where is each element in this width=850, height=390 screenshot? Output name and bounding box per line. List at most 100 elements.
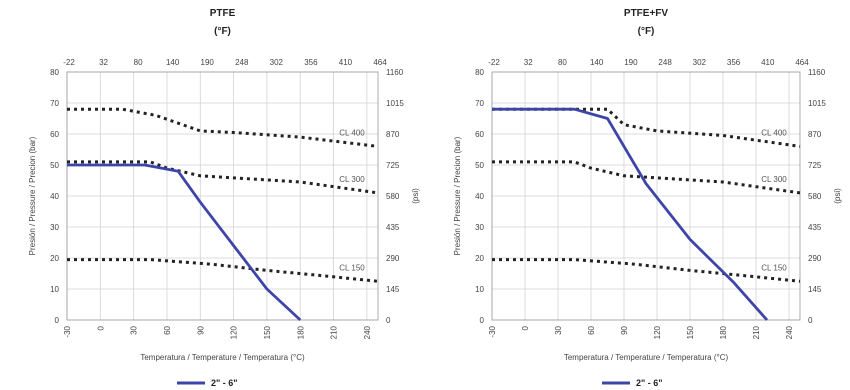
x2-tick-label: 356	[304, 58, 318, 67]
x-tick-label: -30	[63, 325, 72, 337]
series-line-cl-400	[67, 107, 379, 148]
chart-title: PTFE	[210, 8, 236, 19]
y2-tick-label: 1160	[386, 68, 404, 77]
plot-frame	[66, 71, 379, 321]
x-tick-label: 30	[554, 325, 563, 334]
y2-tick-label: 1015	[386, 99, 404, 108]
legend-label: 2" - 6"	[211, 378, 238, 388]
y2-tick-label: 580	[808, 192, 822, 201]
y-tick-label: 10	[475, 285, 484, 294]
x-tick-label: 180	[296, 325, 305, 339]
x2-tick-label: 248	[658, 58, 672, 67]
series-line-2-6-	[492, 107, 769, 321]
series-line-2-6-	[67, 163, 302, 322]
x-tick-label: 240	[363, 325, 372, 339]
series-line-cl-400	[492, 107, 801, 148]
y2-tick-label: 145	[808, 285, 822, 294]
y-tick-label: 80	[50, 68, 59, 77]
y-tick-label: 30	[475, 223, 484, 232]
x-tick-label: 150	[686, 325, 695, 339]
chart-subtitle: (°F)	[214, 26, 231, 37]
y2-tick-label: 0	[808, 316, 813, 325]
x-tick-label: 240	[785, 325, 794, 339]
x-tick-label: 150	[263, 325, 272, 339]
x2-tick-label: 464	[373, 58, 387, 67]
y-axis-label: Presión / Pressure / Precion (bar)	[28, 136, 37, 255]
x-axis-label: Temperatura / Temperature / Temperatura …	[564, 353, 729, 362]
x-tick-label: 120	[230, 325, 239, 339]
x2-tick-label: 32	[99, 58, 108, 67]
y2-tick-label: 290	[386, 254, 400, 263]
x2-tick-label: 80	[134, 58, 143, 67]
y-tick-label: 40	[475, 192, 484, 201]
y2-tick-label: 580	[386, 192, 400, 201]
x2-tick-label: -22	[63, 58, 75, 67]
x-tick-label: 60	[163, 325, 172, 334]
y2-tick-label: 1015	[808, 99, 826, 108]
x2-tick-label: 140	[590, 58, 604, 67]
y-tick-label: 50	[475, 161, 484, 170]
y-tick-label: 10	[50, 285, 59, 294]
x-tick-label: 60	[587, 325, 596, 334]
x-tick-label: 180	[719, 325, 728, 339]
chart-subtitle: (°F)	[638, 26, 655, 37]
x2-tick-label: 248	[235, 58, 249, 67]
y-tick-label: 60	[475, 130, 484, 139]
y-tick-label: 70	[475, 99, 484, 108]
y2-tick-label: 870	[808, 130, 822, 139]
x2-tick-label: 140	[166, 58, 180, 67]
x-tick-label: 0	[521, 325, 530, 330]
x2-tick-label: -22	[488, 58, 500, 67]
x-tick-label: 0	[96, 325, 105, 330]
y-axis-label: Presión / Pressure / Precion (bar)	[453, 136, 462, 255]
plot-frame	[491, 71, 801, 321]
series-label: CL 400	[761, 129, 787, 138]
y2-tick-label: 870	[386, 130, 400, 139]
x2-tick-label: 302	[693, 58, 707, 67]
y2-tick-label: 145	[386, 285, 400, 294]
x2-tick-label: 410	[339, 58, 353, 67]
chart-title: PTFE+FV	[624, 8, 669, 19]
y2-tick-label: 290	[808, 254, 822, 263]
x2-tick-label: 302	[270, 58, 284, 67]
y2-axis-label: (psi)	[833, 188, 842, 204]
y-tick-label: 20	[50, 254, 59, 263]
x2-tick-label: 32	[524, 58, 533, 67]
y-tick-label: 40	[50, 192, 59, 201]
x2-tick-label: 190	[624, 58, 638, 67]
x2-tick-label: 356	[727, 58, 741, 67]
y-tick-label: 0	[55, 316, 60, 325]
x-tick-label: 210	[330, 325, 339, 339]
y-tick-label: 60	[50, 130, 59, 139]
x-tick-label: 210	[752, 325, 761, 339]
y-tick-label: 80	[475, 68, 484, 77]
y2-axis-label: (psi)	[411, 188, 420, 204]
x-tick-label: 90	[620, 325, 629, 334]
x-axis-label: Temperatura / Temperature / Temperatura …	[140, 353, 305, 362]
y2-tick-label: 725	[808, 161, 822, 170]
y-tick-label: 50	[50, 161, 59, 170]
series-line-cl-150	[492, 258, 801, 283]
series-label: CL 150	[761, 263, 787, 272]
y-tick-label: 20	[475, 254, 484, 263]
y-tick-label: 30	[50, 223, 59, 232]
x-tick-label: 120	[653, 325, 662, 339]
chart-2: PTFE+FV (°F) -30 0 30 60 90 120 150 180 210 240 -22 3…	[453, 8, 842, 388]
series-label: CL 400	[339, 129, 365, 138]
x2-tick-label: 410	[761, 58, 775, 67]
series-line-cl-150	[67, 258, 379, 283]
x2-tick-label: 464	[795, 58, 809, 67]
series-label: CL 300	[339, 175, 365, 184]
y2-tick-label: 435	[808, 223, 822, 232]
y2-tick-label: 0	[386, 316, 391, 325]
y2-tick-label: 725	[386, 161, 400, 170]
x-tick-label: 90	[196, 325, 205, 334]
x2-tick-label: 80	[558, 58, 567, 67]
series-line-cl-300	[67, 160, 379, 195]
chart-1: PTFE(°F)-30 0 30 60 90 120 150 180 210 240-22 32 80…	[28, 8, 420, 388]
x-tick-label: -30	[488, 325, 497, 337]
x-tick-label: 30	[130, 325, 139, 334]
y2-tick-label: 435	[386, 223, 400, 232]
y-tick-label: 70	[50, 99, 59, 108]
